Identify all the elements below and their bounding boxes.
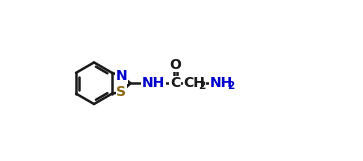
Text: NH: NH: [142, 76, 165, 90]
Text: 2: 2: [227, 81, 234, 91]
Text: NH: NH: [210, 76, 233, 90]
Text: S: S: [116, 85, 126, 99]
Text: CH: CH: [183, 76, 205, 90]
Text: O: O: [169, 58, 181, 72]
Text: C: C: [170, 76, 180, 90]
Text: N: N: [115, 69, 127, 83]
Text: 2: 2: [199, 81, 206, 91]
